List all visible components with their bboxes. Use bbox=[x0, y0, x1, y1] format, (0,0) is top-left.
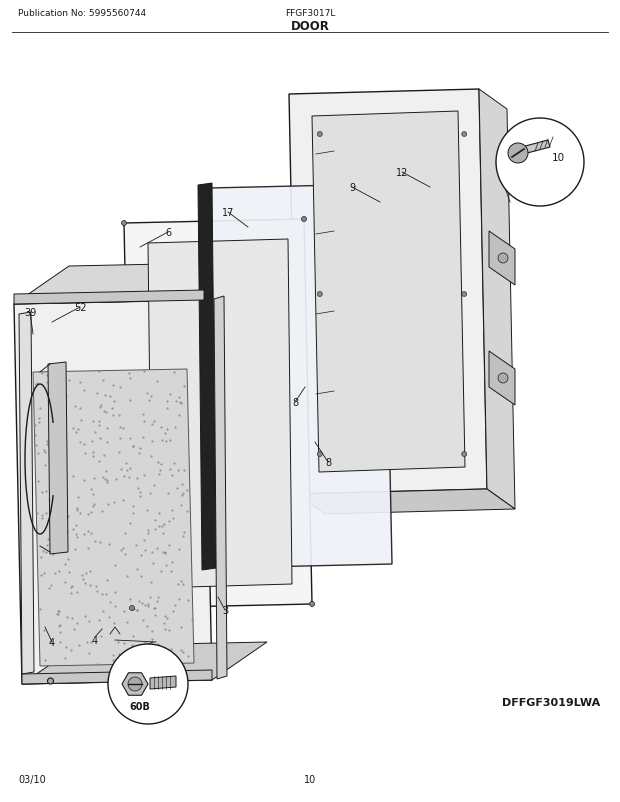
Polygon shape bbox=[14, 290, 204, 305]
Polygon shape bbox=[312, 111, 465, 472]
Circle shape bbox=[48, 678, 53, 684]
Circle shape bbox=[317, 292, 322, 297]
Text: 4: 4 bbox=[49, 638, 55, 647]
Polygon shape bbox=[48, 363, 68, 554]
Circle shape bbox=[498, 374, 508, 383]
Text: 8: 8 bbox=[325, 457, 331, 468]
Circle shape bbox=[508, 144, 528, 164]
Text: DFFGF3019LWA: DFFGF3019LWA bbox=[502, 697, 600, 707]
Polygon shape bbox=[14, 263, 259, 305]
Polygon shape bbox=[150, 676, 176, 689]
Text: 52: 52 bbox=[74, 302, 86, 313]
Text: 03/10: 03/10 bbox=[18, 774, 46, 784]
Circle shape bbox=[309, 602, 314, 607]
Circle shape bbox=[317, 132, 322, 137]
Text: 8: 8 bbox=[292, 398, 298, 407]
Text: eReplacementParts.com: eReplacementParts.com bbox=[238, 396, 382, 409]
Polygon shape bbox=[124, 220, 312, 608]
Polygon shape bbox=[33, 370, 194, 666]
Polygon shape bbox=[22, 670, 212, 684]
Circle shape bbox=[496, 119, 584, 207]
Polygon shape bbox=[510, 141, 550, 158]
Text: 10: 10 bbox=[304, 774, 316, 784]
Circle shape bbox=[123, 678, 130, 684]
Text: 9: 9 bbox=[349, 183, 355, 192]
Circle shape bbox=[462, 452, 467, 457]
Circle shape bbox=[301, 217, 306, 222]
Polygon shape bbox=[289, 90, 487, 494]
Text: Publication No: 5995560744: Publication No: 5995560744 bbox=[18, 9, 146, 18]
Circle shape bbox=[108, 644, 188, 724]
Circle shape bbox=[317, 452, 322, 457]
Polygon shape bbox=[297, 489, 515, 514]
Text: 39: 39 bbox=[24, 308, 36, 318]
Polygon shape bbox=[209, 184, 392, 569]
Text: 12: 12 bbox=[396, 168, 408, 178]
Polygon shape bbox=[489, 232, 515, 286]
Text: FFGF3017L: FFGF3017L bbox=[285, 9, 335, 18]
Circle shape bbox=[130, 606, 135, 611]
Polygon shape bbox=[14, 301, 212, 684]
Polygon shape bbox=[198, 184, 216, 570]
Polygon shape bbox=[19, 313, 34, 674]
Text: 17: 17 bbox=[222, 208, 234, 217]
Circle shape bbox=[462, 132, 467, 137]
Circle shape bbox=[180, 678, 187, 684]
Text: 10: 10 bbox=[551, 153, 565, 163]
Circle shape bbox=[128, 677, 142, 691]
Polygon shape bbox=[122, 673, 148, 695]
Text: 6: 6 bbox=[165, 228, 171, 237]
Circle shape bbox=[498, 253, 508, 264]
Polygon shape bbox=[22, 642, 267, 684]
Polygon shape bbox=[214, 297, 227, 679]
Polygon shape bbox=[489, 351, 515, 406]
Text: 4: 4 bbox=[92, 635, 98, 645]
Text: DOOR: DOOR bbox=[291, 21, 329, 34]
Circle shape bbox=[462, 292, 467, 297]
Text: 3: 3 bbox=[222, 606, 228, 615]
Polygon shape bbox=[148, 240, 292, 588]
Circle shape bbox=[122, 221, 126, 226]
Polygon shape bbox=[479, 90, 515, 509]
Text: 60B: 60B bbox=[130, 701, 151, 711]
